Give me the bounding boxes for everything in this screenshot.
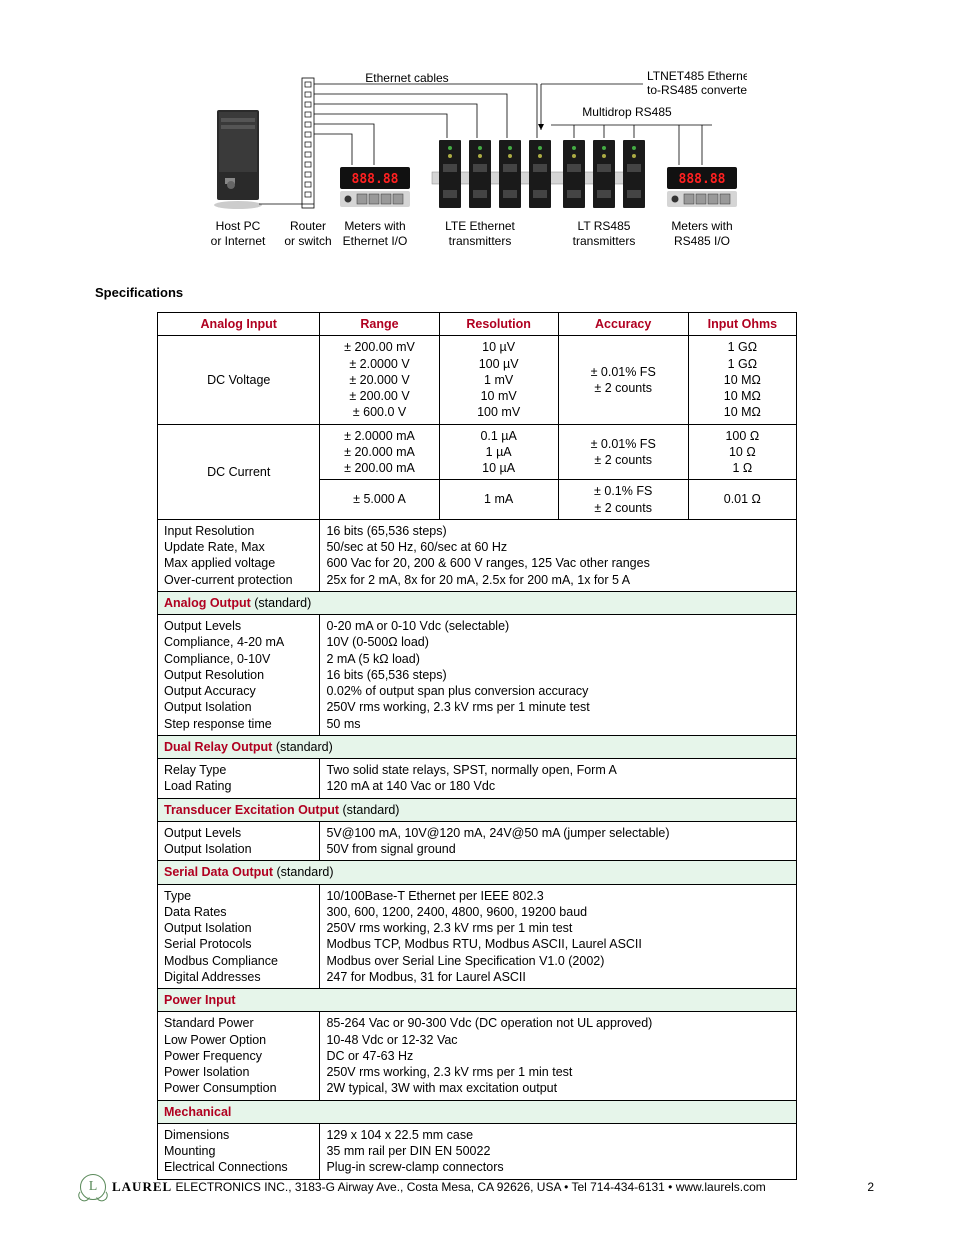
company-name: LAUREL: [112, 1179, 172, 1194]
dc-current-accuracy-1: ± 0.01% FS± 2 counts: [558, 424, 688, 480]
company-info: ELECTRONICS INC., 3183-G Airway Ave., Co…: [172, 1180, 766, 1194]
col-analog-input: Analog Input: [158, 313, 320, 336]
mechanical-section: Mechanical: [158, 1100, 797, 1123]
host-pc-icon: [214, 110, 262, 209]
rs485-transmitter-group: [563, 140, 645, 208]
relay-output-row: Relay TypeLoad Rating Two solid state re…: [158, 759, 797, 799]
svg-text:Meters with: Meters with: [671, 219, 732, 233]
analog-output-row: Output LevelsCompliance, 4-20 mAComplian…: [158, 615, 797, 736]
meter-ethernet-icon: 888.88: [340, 167, 410, 207]
power-row: Standard PowerLow Power OptionPower Freq…: [158, 1012, 797, 1100]
network-diagram: Ethernet cables LTNET485 Ethernet- to-RS…: [207, 70, 747, 270]
svg-text:888.88: 888.88: [352, 172, 399, 187]
footer-left: L LAUREL ELECTRONICS INC., 3183-G Airway…: [80, 1174, 766, 1200]
analog-output-title: Analog Output (standard): [158, 591, 797, 614]
dc-current-label: DC Current: [158, 424, 320, 519]
dc-current-accuracy-2: ± 0.1% FS± 2 counts: [558, 480, 688, 520]
dc-current-ohms-2: 0.01 Ω: [688, 480, 796, 520]
transducer-values: 5V@100 mA, 10V@120 mA, 24V@50 mA (jumper…: [320, 821, 797, 861]
ltnet485-label: LTNET485 Ethernet- to-RS485 converter: [538, 70, 747, 130]
analog-output-values: 0-20 mA or 0-10 Vdc (selectable)10V (0-5…: [320, 615, 797, 736]
mechanical-values: 129 x 104 x 22.5 mm case35 mm rail per D…: [320, 1123, 797, 1179]
serial-section: Serial Data Output (standard): [158, 861, 797, 884]
transducer-row: Output LevelsOutput Isolation 5V@100 mA,…: [158, 821, 797, 861]
svg-text:Ethernet I/O: Ethernet I/O: [343, 234, 408, 248]
svg-text:to-RS485 converter: to-RS485 converter: [647, 83, 747, 97]
svg-text:or Internet: or Internet: [211, 234, 266, 248]
svg-text:Router: Router: [290, 219, 326, 233]
diagram-svg: Ethernet cables LTNET485 Ethernet- to-RS…: [207, 70, 747, 270]
input-misc-labels: Input ResolutionUpdate Rate, MaxMax appl…: [158, 519, 320, 591]
transducer-section: Transducer Excitation Output (standard): [158, 798, 797, 821]
svg-text:RS485 I/O: RS485 I/O: [674, 234, 730, 248]
svg-text:888.88: 888.88: [679, 172, 726, 187]
relay-output-values: Two solid state relays, SPST, normally o…: [320, 759, 797, 799]
router-icon: [302, 78, 314, 208]
specifications-heading: Specifications: [95, 285, 859, 300]
multidrop-label: Multidrop RS485: [582, 105, 672, 119]
dc-voltage-accuracy: ± 0.01% FS± 2 counts: [558, 336, 688, 424]
dc-voltage-ohms: 1 GΩ1 GΩ10 MΩ10 MΩ10 MΩ: [688, 336, 796, 424]
analog-output-section: Analog Output (standard): [158, 591, 797, 614]
dc-current-resolution-1: 0.1 µA1 µA10 µA: [439, 424, 558, 480]
power-values: 85-264 Vac or 90-300 Vdc (DC operation n…: [320, 1012, 797, 1100]
col-accuracy: Accuracy: [558, 313, 688, 336]
col-resolution: Resolution: [439, 313, 558, 336]
dc-current-ohms-1: 100 Ω10 Ω1 Ω: [688, 424, 796, 480]
ethernet-cables-label: Ethernet cables: [365, 71, 448, 85]
dc-current-range-2: ± 5.000 A: [320, 480, 439, 520]
input-misc-values: 16 bits (65,536 steps)50/sec at 50 Hz, 6…: [320, 519, 797, 591]
mechanical-row: DimensionsMountingElectrical Connections…: [158, 1123, 797, 1179]
col-input-ohms: Input Ohms: [688, 313, 796, 336]
col-range: Range: [320, 313, 439, 336]
serial-row: TypeData RatesOutput IsolationSerial Pro…: [158, 884, 797, 989]
input-misc-row: Input ResolutionUpdate Rate, MaxMax appl…: [158, 519, 797, 591]
svg-text:Meters with: Meters with: [344, 219, 405, 233]
dc-voltage-range: ± 200.00 mV± 2.0000 V± 20.000 V± 200.00 …: [320, 336, 439, 424]
specifications-table: Analog Input Range Resolution Accuracy I…: [157, 312, 797, 1180]
meter-rs485-icon: 888.88: [667, 167, 737, 207]
svg-text:or switch: or switch: [284, 234, 331, 248]
diagram-bottom-labels: Host PC or Internet Router or switch Met…: [211, 219, 733, 248]
svg-text:LTE Ethernet: LTE Ethernet: [445, 219, 515, 233]
svg-text:transmitters: transmitters: [573, 234, 636, 248]
relay-output-labels: Relay TypeLoad Rating: [158, 759, 320, 799]
analog-output-labels: Output LevelsCompliance, 4-20 mAComplian…: [158, 615, 320, 736]
dc-current-resolution-2: 1 mA: [439, 480, 558, 520]
dc-current-range-1: ± 2.0000 mA± 20.000 mA± 200.00 mA: [320, 424, 439, 480]
transducer-title: Transducer Excitation Output (standard): [158, 798, 797, 821]
serial-labels: TypeData RatesOutput IsolationSerial Pro…: [158, 884, 320, 989]
relay-output-section: Dual Relay Output (standard): [158, 735, 797, 758]
mechanical-title: Mechanical: [158, 1100, 797, 1123]
page-footer: L LAUREL ELECTRONICS INC., 3183-G Airway…: [80, 1174, 874, 1200]
relay-output-title: Dual Relay Output (standard): [158, 735, 797, 758]
svg-text:Host PC: Host PC: [216, 219, 261, 233]
footer-text: LAUREL ELECTRONICS INC., 3183-G Airway A…: [112, 1179, 766, 1195]
svg-text:transmitters: transmitters: [449, 234, 512, 248]
power-section: Power Input: [158, 989, 797, 1012]
page-number: 2: [867, 1180, 874, 1194]
table-header-row: Analog Input Range Resolution Accuracy I…: [158, 313, 797, 336]
mechanical-labels: DimensionsMountingElectrical Connections: [158, 1123, 320, 1179]
power-title: Power Input: [158, 989, 797, 1012]
serial-title: Serial Data Output (standard): [158, 861, 797, 884]
dc-voltage-row: DC Voltage ± 200.00 mV± 2.0000 V± 20.000…: [158, 336, 797, 424]
transducer-labels: Output LevelsOutput Isolation: [158, 821, 320, 861]
laurel-logo-icon: L: [80, 1174, 106, 1200]
dc-voltage-label: DC Voltage: [158, 336, 320, 424]
power-labels: Standard PowerLow Power OptionPower Freq…: [158, 1012, 320, 1100]
svg-text:LTNET485 Ethernet-: LTNET485 Ethernet-: [647, 70, 747, 83]
dc-voltage-resolution: 10 µV100 µV1 mV10 mV100 mV: [439, 336, 558, 424]
dc-current-row-1: DC Current ± 2.0000 mA± 20.000 mA± 200.0…: [158, 424, 797, 480]
serial-values: 10/100Base-T Ethernet per IEEE 802.3300,…: [320, 884, 797, 989]
svg-text:LT RS485: LT RS485: [578, 219, 631, 233]
